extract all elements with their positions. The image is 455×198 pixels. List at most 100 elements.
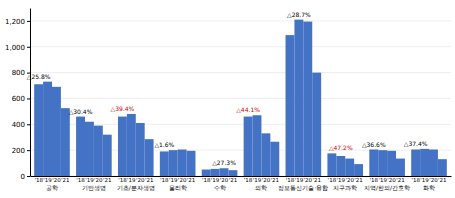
year-label: '21	[271, 177, 280, 183]
category-tick: 기초/분자생명	[117, 184, 155, 191]
bar	[178, 150, 187, 176]
year-label: '18	[202, 177, 211, 183]
category-tick: 화학	[423, 184, 435, 191]
category-tick: 지역/한의/간호학	[364, 184, 410, 191]
year-label: '21	[187, 177, 196, 183]
category-tick: 의학	[255, 184, 267, 191]
year-label: '18	[328, 177, 337, 183]
chart-container: 02004006008001,0001,200공학기반생명기초/분자생명물리학수…	[0, 0, 455, 198]
category-label: 기반생명	[82, 184, 106, 191]
year-label: '21	[354, 177, 363, 183]
year-label: '20	[345, 177, 354, 183]
category-label: 물리학	[169, 184, 187, 191]
year-label: '20	[262, 177, 271, 183]
annotations: △25.8%△30.4%△39.4%△1.6%△27.3%△44.1%△28.7…	[27, 11, 428, 167]
year-label: '19	[211, 177, 220, 183]
bar	[354, 164, 363, 176]
bar	[286, 35, 295, 176]
category-label: 지역/한의/간호학	[364, 184, 410, 191]
growth-annotation: △30.4%	[69, 108, 93, 115]
bar	[136, 123, 145, 176]
grid-line	[30, 72, 451, 73]
bar	[76, 117, 85, 176]
year-label: '21	[145, 177, 154, 183]
bar	[336, 156, 345, 176]
y-tick-label: 800	[12, 69, 25, 77]
category-tick: 정보통신기술·융합	[278, 184, 328, 191]
bar	[244, 117, 253, 176]
bar	[270, 142, 279, 176]
growth-annotation: △28.7%	[287, 11, 311, 18]
year-tick: '21	[354, 177, 363, 183]
year-tick: '21	[271, 177, 280, 183]
year-tick: '21	[103, 177, 112, 183]
growth-annotation: △37.4%	[404, 140, 428, 147]
year-tick: '21	[145, 177, 154, 183]
year-label: '21	[61, 177, 70, 183]
year-axis: '18'19'20'21	[370, 177, 405, 183]
bar	[345, 159, 354, 176]
year-label: '19	[127, 177, 136, 183]
bar	[312, 73, 321, 176]
bars	[34, 20, 447, 176]
year-tick: '18	[370, 177, 379, 183]
year-tick: '19	[211, 177, 220, 183]
year-tick: '21	[312, 177, 321, 183]
year-label: '19	[43, 177, 52, 183]
year-label: '19	[295, 177, 304, 183]
year-label: '20	[220, 177, 229, 183]
grid-line	[30, 46, 451, 47]
bar	[85, 122, 94, 176]
year-axis: '18'19'20'21	[202, 177, 237, 183]
y-tick: 600	[12, 95, 30, 103]
year-tick: '21	[61, 177, 70, 183]
growth-annotation: △25.8%	[27, 73, 51, 80]
y-axis: 02004006008001,0001,200	[5, 9, 31, 181]
year-label: '19	[85, 177, 94, 183]
year-axis: '18'19'20'21	[286, 177, 321, 183]
year-tick: '20	[429, 177, 438, 183]
year-label: '21	[438, 177, 447, 183]
year-tick: '21	[229, 177, 238, 183]
bar	[420, 149, 429, 176]
bar	[202, 170, 211, 176]
year-label: '20	[304, 177, 313, 183]
year-label: '21	[103, 177, 112, 183]
x-axis: 공학기반생명기초/분자생명물리학수학의학정보통신기술·융합지구과학지역/한의/간…	[31, 177, 452, 192]
year-label: '21	[229, 177, 238, 183]
year-tick: '21	[396, 177, 405, 183]
category-label: 화학	[423, 184, 435, 191]
bar	[169, 150, 178, 176]
bar	[369, 150, 378, 176]
year-label: '19	[253, 177, 262, 183]
y-tick: 1,000	[5, 44, 30, 52]
year-label: '20	[429, 177, 438, 183]
bar	[187, 151, 196, 176]
year-label: '18	[160, 177, 169, 183]
bar	[438, 159, 447, 176]
y-tick-label: 200	[12, 147, 25, 155]
grid-line	[30, 20, 451, 21]
year-tick: '18	[118, 177, 127, 183]
year-tick: '19	[169, 177, 178, 183]
bar	[253, 115, 262, 176]
year-tick: '20	[345, 177, 354, 183]
year-label: '18	[34, 177, 43, 183]
year-tick: '20	[52, 177, 61, 183]
bar	[127, 114, 136, 176]
category-label: 수학	[214, 184, 226, 191]
bar	[228, 170, 237, 176]
y-tick-label: 600	[12, 95, 25, 103]
year-axis: '18'19'20'21	[328, 177, 363, 183]
year-label: '20	[94, 177, 103, 183]
year-label: '19	[337, 177, 346, 183]
bar	[103, 135, 112, 176]
growth-annotation: △1.6%	[154, 141, 174, 148]
year-tick: '19	[295, 177, 304, 183]
bar	[220, 168, 229, 176]
year-tick: '20	[387, 177, 396, 183]
year-tick: '21	[187, 177, 196, 183]
y-tick-label: 1,000	[5, 44, 25, 52]
year-tick: '18	[411, 177, 420, 183]
y-tick-mark	[27, 176, 30, 177]
